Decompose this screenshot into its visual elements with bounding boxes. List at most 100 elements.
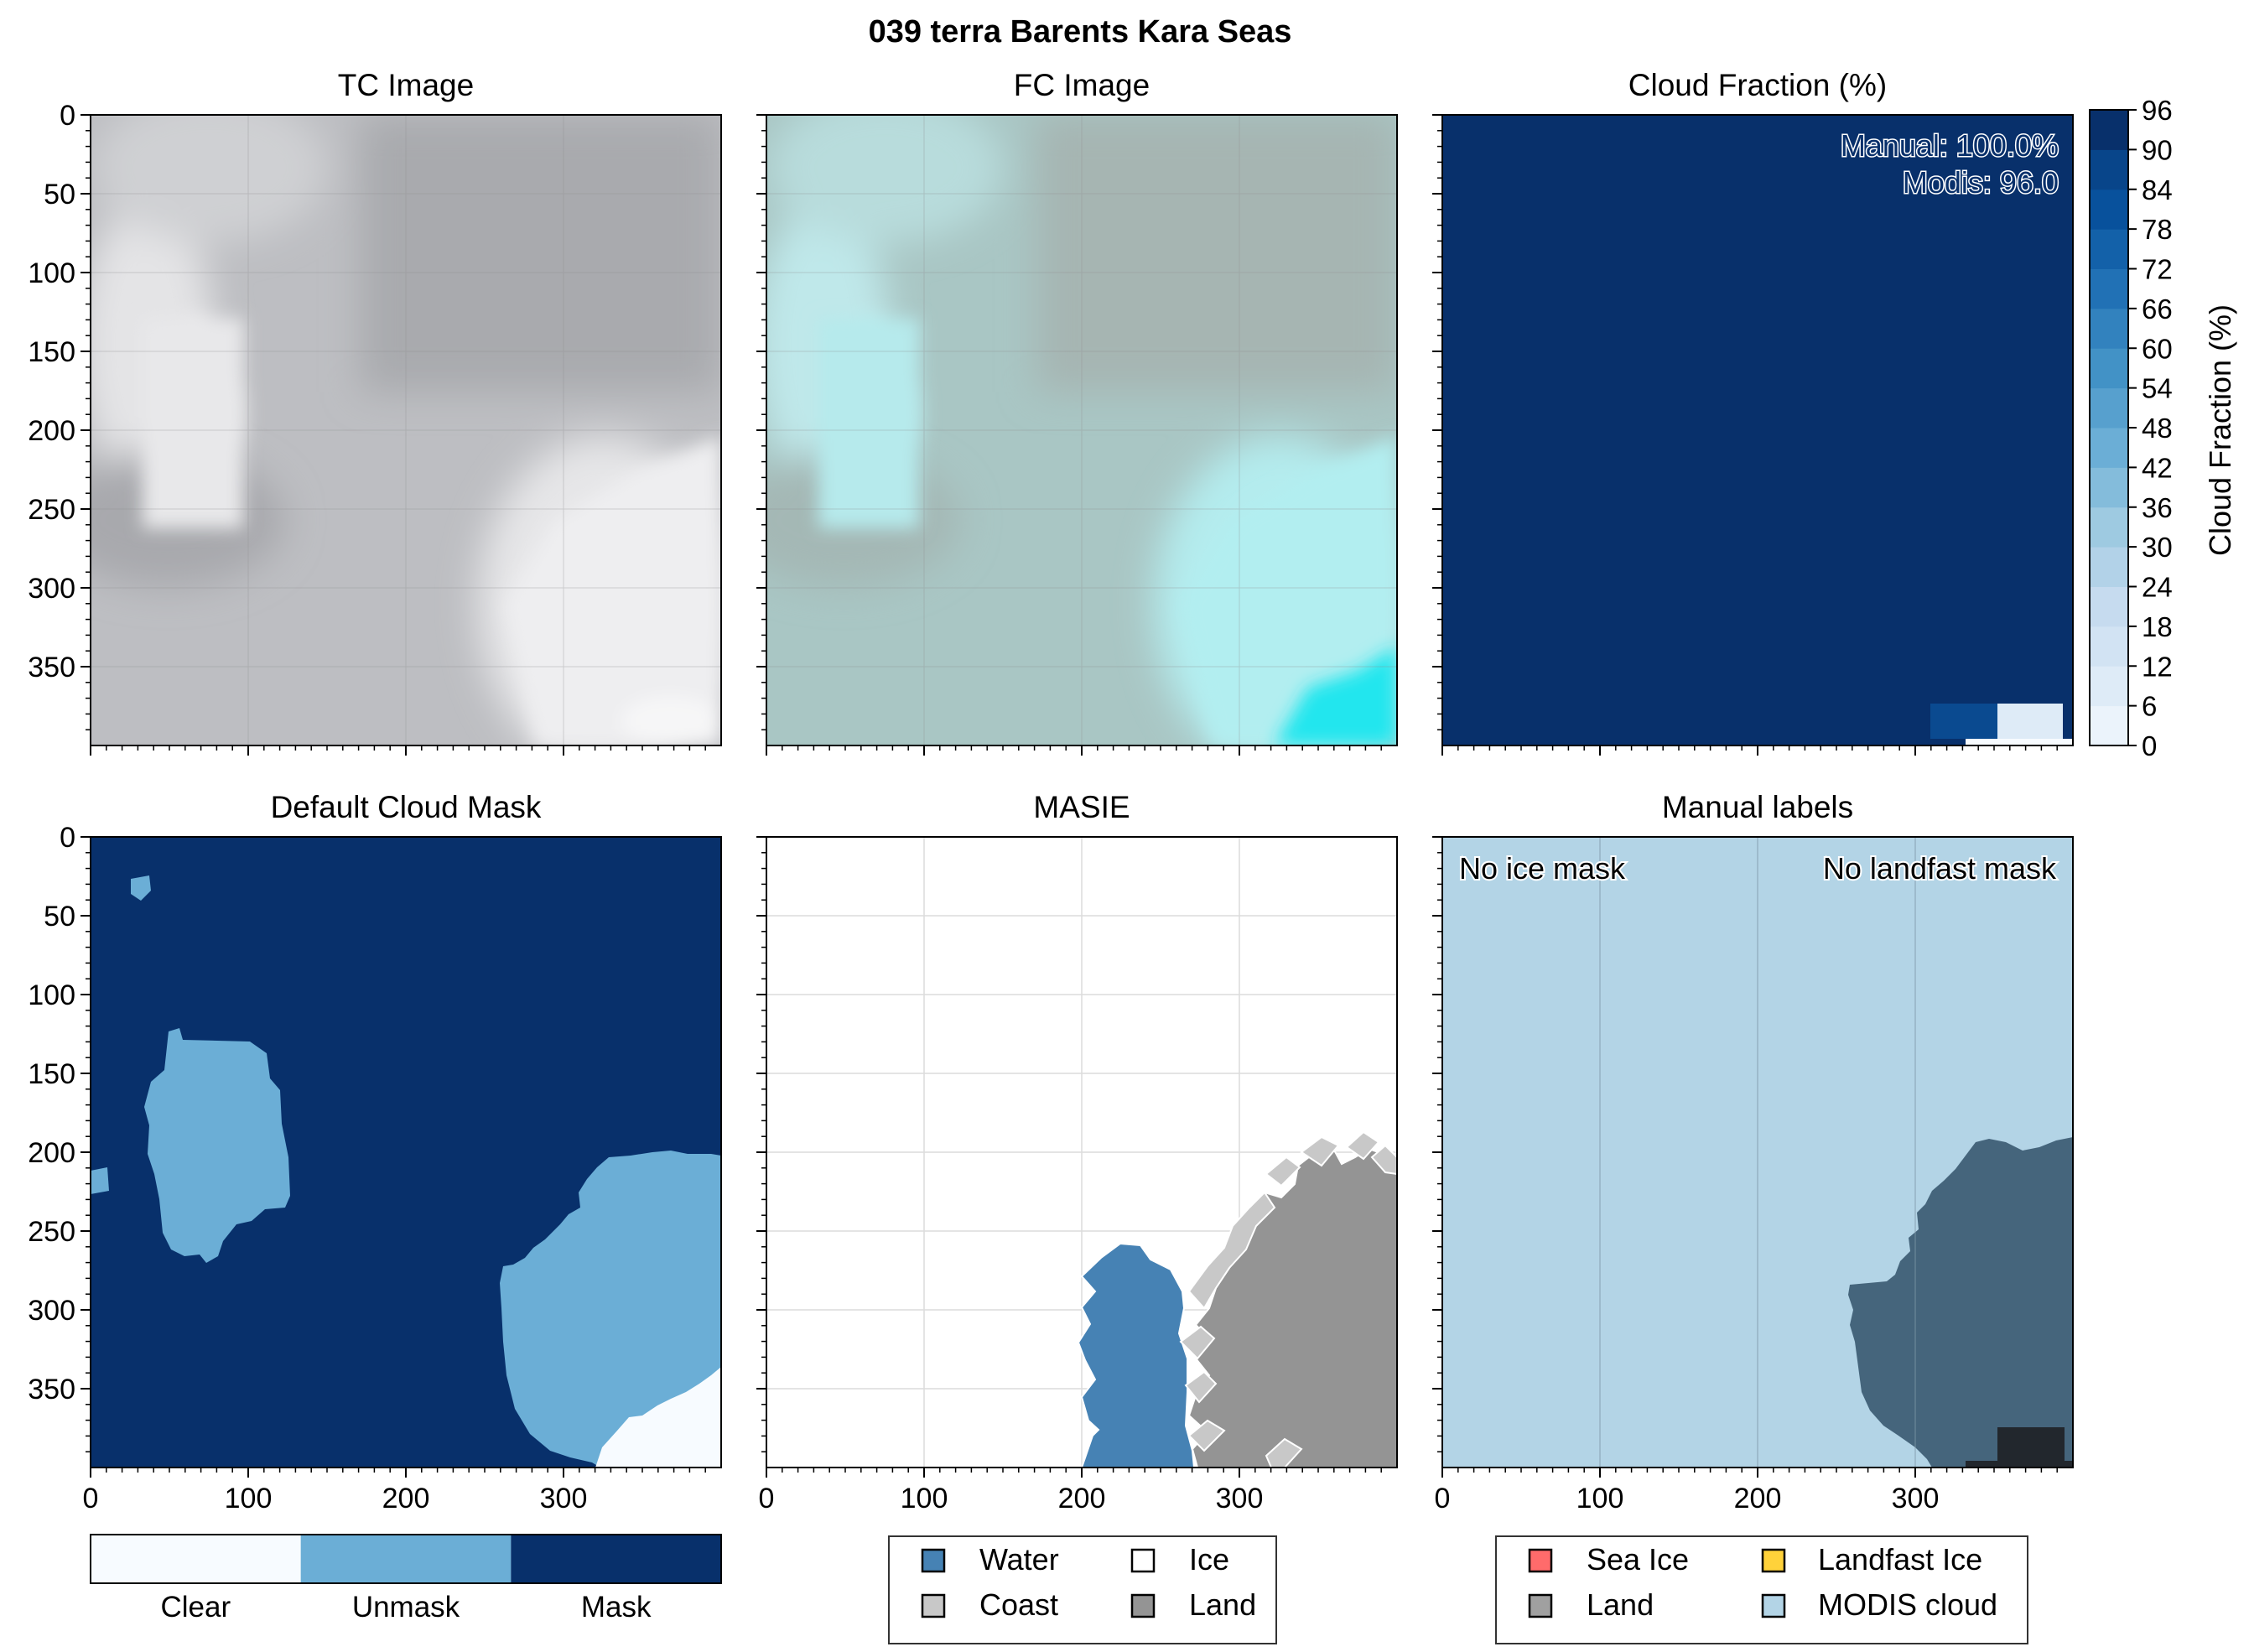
colorbar-tick-label: 36: [2142, 492, 2173, 523]
manual-title: Manual labels: [1662, 790, 1853, 824]
x-tick-label: 0: [83, 1483, 99, 1514]
cloudmask-unmask-topleft: [131, 875, 151, 901]
y-tick-label: 200: [28, 415, 75, 447]
masie-coast-3: [1300, 1135, 1340, 1167]
mask-colorbar-segment: [511, 1535, 721, 1583]
masie-coast-7: [1184, 1370, 1218, 1404]
colorbar-segment: [2090, 467, 2128, 508]
panel-fc-image: FC Image: [756, 68, 1398, 756]
colorbar-segment: [2090, 110, 2128, 150]
cloudmask-y-axis: 0 50 100 150 200 250 300 350: [28, 822, 91, 1452]
x-tick-label: 100: [225, 1483, 273, 1514]
manual-x-axis: 0 100 200 300: [1435, 1468, 2058, 1514]
colorbar-tick-label: 30: [2142, 532, 2173, 563]
legend-swatch-ice: [1130, 1548, 1156, 1573]
masie-coast-8: [1187, 1419, 1226, 1452]
mask-colorbar-segment: [91, 1535, 301, 1583]
colorbar-segment: [2090, 507, 2128, 548]
colorbar-tick-label: 18: [2142, 611, 2173, 642]
colorbar-tick-label: 0: [2142, 730, 2157, 761]
cloudfrac-cell-white: [1966, 739, 2073, 745]
cloudmask-unmask-left: [144, 1028, 290, 1263]
masie-coast-2: [1265, 1156, 1301, 1187]
panel-cloud-fraction: Cloud Fraction (%) Manual: 100.0% Modis:…: [1432, 68, 2237, 761]
tc-x-axis: [90, 745, 706, 756]
legend-label-sea-ice: Sea Ice: [1587, 1542, 1689, 1577]
x-tick-label: 100: [901, 1483, 948, 1514]
legend-swatch-modis-cloud: [1761, 1593, 1786, 1618]
masie-legend-box: [888, 1535, 1277, 1644]
colorbar-segment: [2090, 666, 2128, 707]
y-tick-label: 150: [28, 1058, 75, 1090]
colorbar-segment: [2090, 387, 2128, 429]
panel-default-cloud-mask: Default Cloud Mask 0 50 100 150 200 250 300 350…: [28, 790, 722, 1623]
colorbar-label: Cloud Fraction (%): [2203, 304, 2237, 556]
cloudfrac-x-axis: [1441, 745, 2058, 756]
y-tick-label: 250: [28, 494, 75, 526]
legend-label-land: Land: [1189, 1587, 1256, 1622]
masie-y-axis: [756, 836, 766, 1452]
legend-swatch-water: [921, 1548, 946, 1573]
cloudfrac-y-axis: [1432, 114, 1442, 730]
legend-swatch-coast: [921, 1593, 946, 1618]
legend-swatch-sea-ice: [1528, 1548, 1553, 1573]
colorbar-segment: [2090, 348, 2128, 389]
x-tick-label: 0: [1435, 1483, 1451, 1514]
colorbar-segment: [2090, 626, 2128, 667]
colorbar-tick-label: 6: [2142, 691, 2157, 722]
x-tick-label: 300: [540, 1483, 588, 1514]
y-tick-label: 350: [28, 652, 75, 683]
legend-label-modis-cloud: MODIS cloud: [1818, 1587, 1997, 1622]
x-tick-label: 200: [1734, 1483, 1782, 1514]
colorbar-segment: [2090, 189, 2128, 230]
cloudfrac-colorbar: 0 6 12 18 24 30 36 42 48 54 60 66 72 78 84 90 96: [2089, 95, 2173, 761]
masie-coast-9: [1265, 1437, 1303, 1468]
masie-legend: Water Ice Coast Land: [888, 1535, 1277, 1644]
colorbar-tick-label: 90: [2142, 134, 2173, 165]
colorbar-segment: [2090, 229, 2128, 269]
y-tick-label: 50: [44, 179, 75, 210]
colorbar-tick-label: 84: [2142, 174, 2173, 205]
cloudmask-colorbar: Clear Unmask Mask: [90, 1534, 722, 1623]
fc-y-axis: [756, 114, 766, 730]
x-tick-label: 300: [1892, 1483, 1940, 1514]
legend-swatch-landfast-ice: [1761, 1548, 1786, 1573]
legend-swatch-land: [1528, 1593, 1553, 1618]
manual-annotation-no-ice-mask: No ice mask: [1459, 851, 1626, 886]
colorbar-segment: [2090, 547, 2128, 587]
y-tick-label: 300: [28, 1295, 75, 1327]
cloudfrac-annotation-modis: Modis: 96.0: [1903, 165, 2059, 200]
y-tick-label: 0: [60, 822, 75, 854]
colorbar-segment: [2090, 428, 2128, 468]
masie-coast: [1187, 1191, 1276, 1310]
colorbar-segment: [2090, 586, 2128, 627]
manual-legend: Sea Ice Landfast Ice Land MODIS cloud: [1495, 1535, 2028, 1644]
y-tick-label: 250: [28, 1216, 75, 1248]
cloudmask-unmask-edge: [91, 1167, 109, 1194]
x-tick-label: 200: [1058, 1483, 1106, 1514]
y-tick-label: 150: [28, 336, 75, 368]
cloudfrac-cell-dark: [1930, 704, 1997, 739]
fc-title: FC Image: [1014, 68, 1150, 102]
legend-label-land-manual: Land: [1587, 1587, 1654, 1622]
tc-y-axis: 0 50 100 150 200 250 300 350: [28, 100, 91, 730]
colorbar-tick-label: 24: [2142, 572, 2173, 603]
x-tick-label: 200: [382, 1483, 430, 1514]
x-tick-label: 0: [759, 1483, 775, 1514]
manual-land-dark-cell: [1997, 1427, 2065, 1464]
legend-label-coast: Coast: [979, 1587, 1058, 1622]
masie-x-axis: 0 100 200 300: [759, 1468, 1382, 1514]
fc-image-raster: [766, 115, 1397, 745]
cloudmask-clear-corner: [595, 1367, 721, 1468]
colorbar-tick-label: 42: [2142, 452, 2173, 483]
manual-gridlines: [1599, 837, 1916, 1468]
colorbar-tick-label: 54: [2142, 373, 2173, 404]
manual-y-axis: [1432, 836, 1442, 1452]
masie-coast-6: [1179, 1325, 1216, 1360]
cloudmask-title: Default Cloud Mask: [271, 790, 542, 824]
mask-colorbar-label: Unmask: [352, 1591, 460, 1623]
tc-title: TC Image: [338, 68, 474, 102]
cloudmask-unmask-right: [500, 1151, 721, 1468]
y-tick-label: 50: [44, 901, 75, 932]
